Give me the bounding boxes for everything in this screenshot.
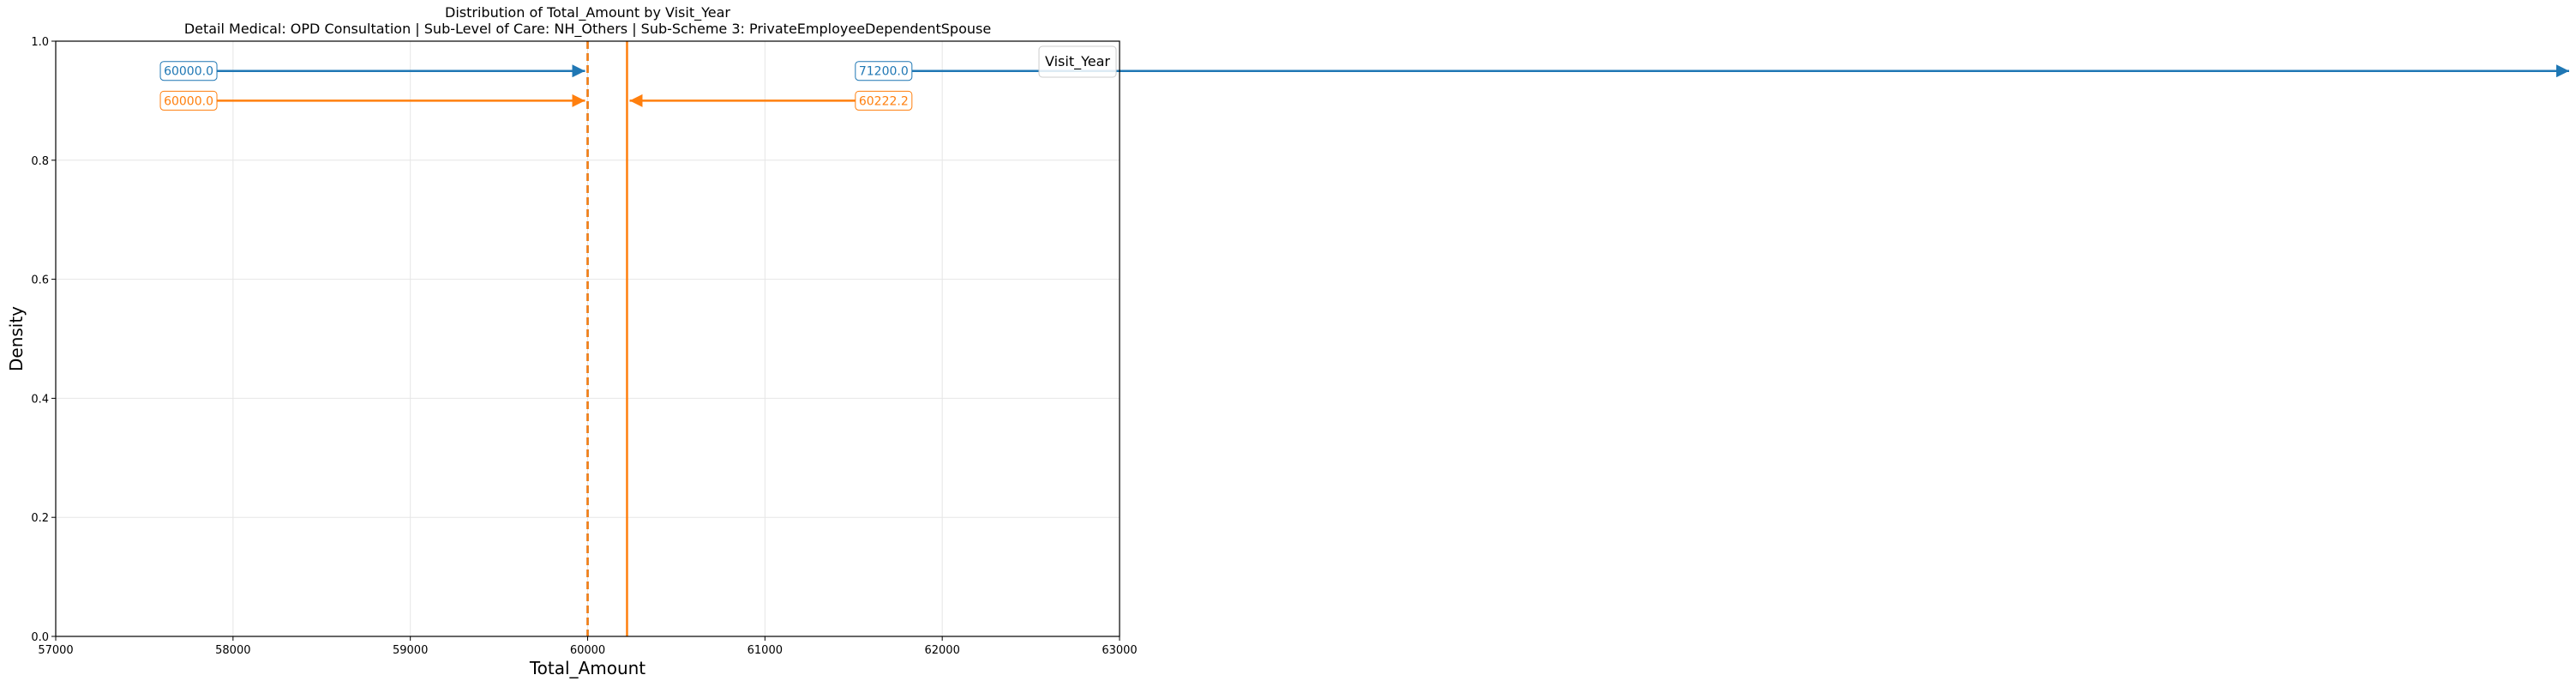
y-tick-label: 1.0 [31,36,49,49]
annotation-arrows [217,64,2569,107]
x-tick-label: 61000 [748,644,783,657]
median-label-series-1: 60000.0 [164,94,213,108]
reference-lines [586,41,628,636]
chart-title: Distribution of Total_Amount by Visit_Ye… [445,4,730,21]
x-tick-label: 62000 [924,644,959,657]
median-label-box-series-0 [159,61,218,81]
x-tick-label: 60000 [570,644,605,657]
y-tick-label: 0.2 [31,512,49,525]
x-tick-label: 57000 [38,644,73,657]
median-label-box-series-1 [159,90,218,111]
x-tick-label: 63000 [1102,644,1137,657]
mean-label-series-1: 60222.2 [859,94,909,108]
y-axis-label: Density [6,306,27,371]
x-tick-label: 58000 [215,644,250,657]
mean-label-box-series-1 [855,90,913,111]
mean-label-box-series-0 [855,61,913,81]
legend-title: Visit_Year [1045,53,1110,70]
median-label-series-0: 60000.0 [164,65,213,79]
legend: Visit_Year [1038,45,1117,78]
axis-ticks: 57000 58000 59000 60000 61000 62000 63000 0.0 0.… [31,36,1137,657]
x-tick-label: 59000 [393,644,428,657]
annotation-labels: 60000.0 71200.0 60000.0 60222.2 [159,61,913,111]
y-tick-label: 0.4 [31,393,49,406]
y-tick-label: 0.6 [31,274,49,287]
mean-label-series-0: 71200.0 [859,65,909,79]
chart-subtitle: Detail Medical: OPD Consultation | Sub-L… [184,21,991,38]
x-axis-label: Total_Amount [529,658,646,678]
y-tick-label: 0.0 [31,631,49,644]
y-tick-label: 0.8 [31,155,49,168]
legend-box [1038,45,1117,78]
